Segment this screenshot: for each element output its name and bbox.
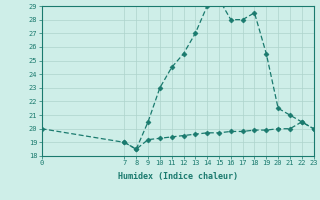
X-axis label: Humidex (Indice chaleur): Humidex (Indice chaleur): [118, 172, 237, 181]
